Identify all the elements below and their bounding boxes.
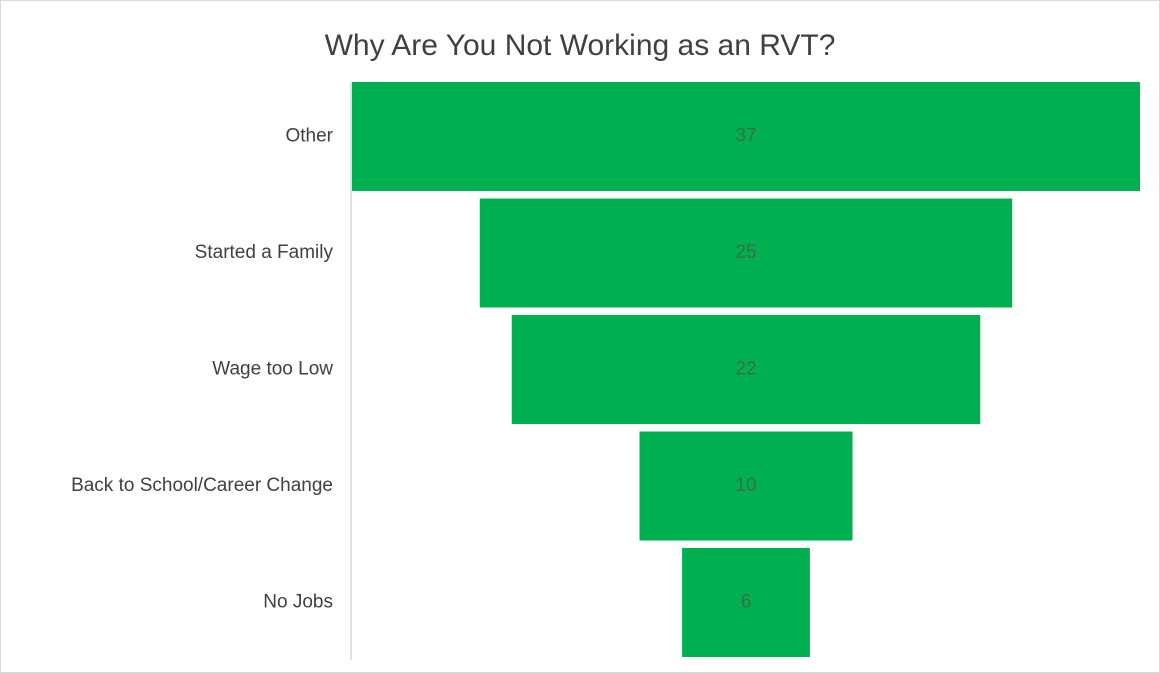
funnel-bar xyxy=(352,82,1140,191)
funnel-bar xyxy=(479,198,1013,308)
data-label: 37 xyxy=(735,126,756,147)
funnel-bar xyxy=(511,315,981,424)
category-label: No Jobs xyxy=(263,592,333,613)
data-label: 22 xyxy=(735,359,756,380)
data-label: 25 xyxy=(735,242,756,263)
chart-title: Why Are You Not Working as an RVT? xyxy=(325,29,836,62)
funnel-bar xyxy=(682,548,810,657)
category-label: Started a Family xyxy=(195,242,334,263)
category-label: Other xyxy=(285,126,333,147)
funnel-bar xyxy=(639,431,853,541)
data-label: 10 xyxy=(735,475,756,496)
category-label: Wage too Low xyxy=(212,359,333,380)
category-label: Back to School/Career Change xyxy=(71,475,333,496)
data-label: 6 xyxy=(741,592,752,613)
